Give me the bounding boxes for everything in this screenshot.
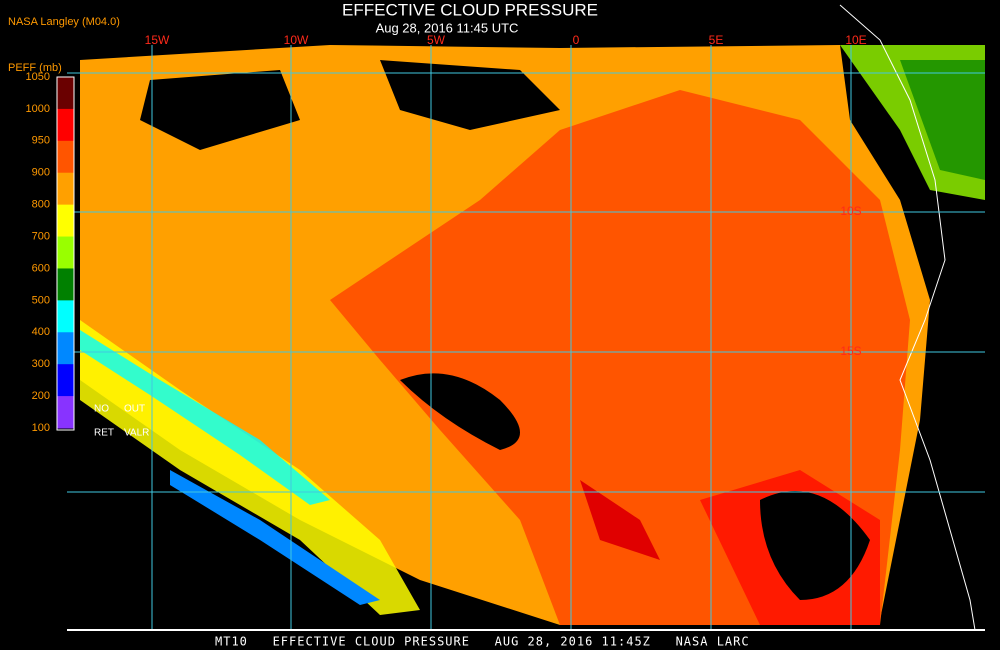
latitude-label: 10S bbox=[840, 204, 861, 218]
longitude-label: 5E bbox=[709, 33, 724, 47]
latitude-label: 15S bbox=[840, 344, 861, 358]
colorbar-swatch bbox=[57, 268, 74, 301]
colorbar-swatch bbox=[57, 77, 74, 110]
colorbar-label: 800 bbox=[32, 199, 50, 211]
frame-line bbox=[67, 629, 985, 631]
colorbar-label: 700 bbox=[32, 230, 50, 242]
colorbar-frame bbox=[56, 76, 75, 431]
colorbar-swatch bbox=[57, 236, 74, 269]
colorbar-swatch bbox=[57, 396, 74, 429]
source: NASA Langley (M04.0) bbox=[8, 16, 120, 28]
colorbar-label: 900 bbox=[32, 167, 50, 179]
colorbar-swatch bbox=[57, 108, 74, 142]
note: RET bbox=[94, 428, 114, 439]
longitude-label: 0 bbox=[573, 33, 580, 47]
colorbar-label: 100 bbox=[32, 422, 50, 434]
colorbar-label: 1050 bbox=[26, 71, 50, 83]
colorbar-swatch bbox=[57, 140, 74, 174]
note: VALR bbox=[124, 428, 149, 439]
longitude-label: 5W bbox=[427, 33, 446, 47]
colorbar-title: PEFF (mb) bbox=[8, 62, 62, 74]
colorbar-swatch bbox=[57, 204, 74, 238]
graticule bbox=[67, 45, 985, 629]
longitude-label: 10E bbox=[845, 33, 866, 47]
colorbar-label: 300 bbox=[32, 358, 50, 370]
longitude-label: 15W bbox=[145, 33, 170, 47]
colorbar-label: 400 bbox=[32, 326, 50, 338]
note: OUT bbox=[124, 404, 145, 415]
colorbar-swatch bbox=[57, 332, 74, 365]
cloud-field bbox=[80, 4, 985, 631]
title: EFFECTIVE CLOUD PRESSURE bbox=[342, 0, 598, 19]
footer: MT10 EFFECTIVE CLOUD PRESSURE AUG 28, 20… bbox=[215, 635, 750, 649]
colorbar-swatch bbox=[57, 300, 74, 333]
colorbar-label: 600 bbox=[32, 262, 50, 274]
subtitle: Aug 28, 2016 11:45 UTC bbox=[376, 20, 519, 35]
colorbar-swatch bbox=[57, 364, 74, 397]
colorbar-swatch bbox=[57, 172, 74, 206]
colorbar-label: 1000 bbox=[26, 103, 50, 115]
longitude-label: 10W bbox=[284, 33, 309, 47]
colorbar-label: 200 bbox=[32, 390, 50, 402]
colorbar-label: 500 bbox=[32, 294, 50, 306]
colorbar-label: 950 bbox=[32, 135, 50, 147]
note: NO bbox=[94, 404, 109, 415]
